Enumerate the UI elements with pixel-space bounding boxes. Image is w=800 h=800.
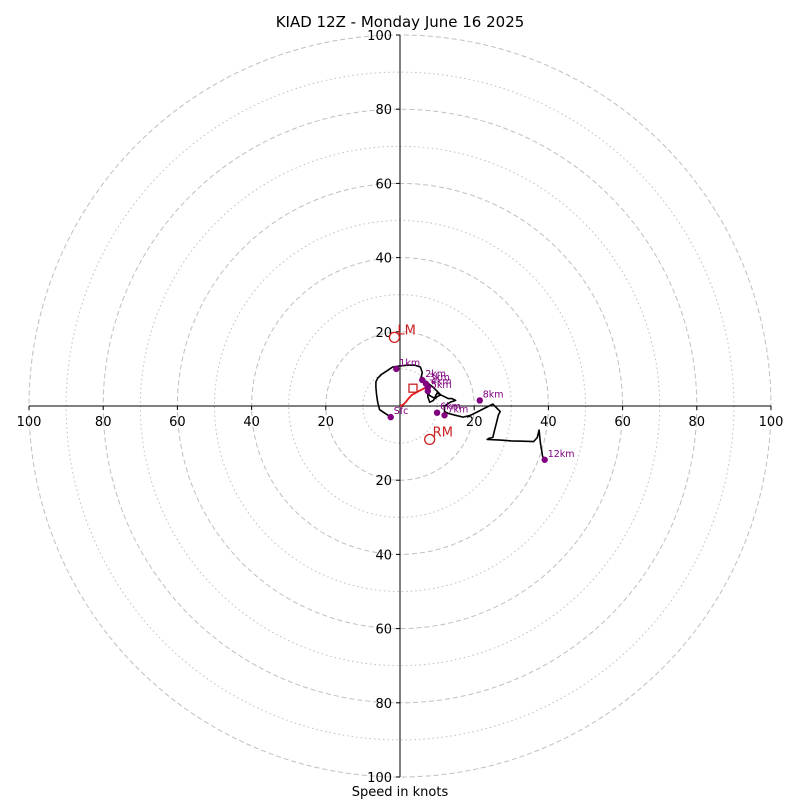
height-marker-12km: [541, 456, 548, 463]
storm-motion-markers: LM RM: [388, 323, 453, 446]
x-tick-label: 20: [466, 415, 483, 430]
y-tick-label: 100: [367, 771, 392, 786]
height-label-1km: 1km: [399, 358, 420, 369]
height-marker-8km: [476, 397, 483, 404]
axis-ticks: 100 80 60 40 20 20 40 60 80 100 100 80 60 40 20 20 40 60 8…: [17, 29, 784, 786]
x-tick-label: 60: [169, 415, 186, 430]
chart-title: KIAD 12Z - Monday June 16 2025: [276, 13, 525, 31]
x-tick-label: 100: [17, 415, 42, 430]
height-marker-5km: [424, 387, 432, 395]
y-tick-label: 80: [375, 697, 392, 712]
height-label-12km: 12km: [548, 449, 575, 460]
x-tick-label: 80: [689, 415, 706, 430]
height-marker-1km: [393, 365, 400, 373]
y-tick-label: 60: [375, 177, 392, 192]
height-label-7km: 7km: [448, 404, 469, 415]
height-label-8km: 8km: [483, 389, 504, 400]
storm-motion-label-RM: RM: [433, 425, 453, 440]
height-label-Sfc: Sfc: [394, 406, 409, 417]
storm-motion-marker-RM: [424, 433, 436, 446]
storm-motion-label-LM: LM: [397, 323, 415, 338]
height-marker-Sfc: [387, 413, 394, 421]
height-label-5km: 5km: [431, 380, 452, 391]
mean-wind-marker: [408, 383, 418, 393]
storm-motion-marker-LM: [388, 331, 401, 344]
height-label-2km: 2km: [425, 369, 446, 380]
height-label-6km: 6km: [440, 402, 461, 413]
x-tick-label: 40: [243, 415, 260, 430]
y-tick-label: 60: [375, 623, 392, 638]
y-tick-label: 40: [375, 548, 392, 563]
height-label-3km: 3km: [429, 373, 450, 384]
wind-profile: [375, 364, 546, 461]
x-tick-label: 100: [759, 415, 784, 430]
x-axis-label: Speed in knots: [352, 785, 449, 800]
x-tick-label: 20: [318, 415, 335, 430]
height-marker-6km: [433, 409, 441, 416]
y-tick-label: 80: [375, 103, 392, 118]
y-tick-label: 100: [367, 29, 392, 44]
hodograph-line: [375, 364, 546, 461]
x-tick-label: 40: [540, 415, 557, 430]
height-marker-7km: [441, 412, 448, 419]
y-tick-label: 20: [375, 326, 392, 341]
low-level-shear-line: [399, 386, 427, 407]
x-tick-label: 60: [614, 415, 631, 430]
y-tick-label: 20: [375, 474, 392, 489]
x-tick-label: 80: [95, 415, 112, 430]
y-tick-label: 40: [375, 252, 392, 267]
height-label-4km: 4km: [431, 376, 452, 387]
